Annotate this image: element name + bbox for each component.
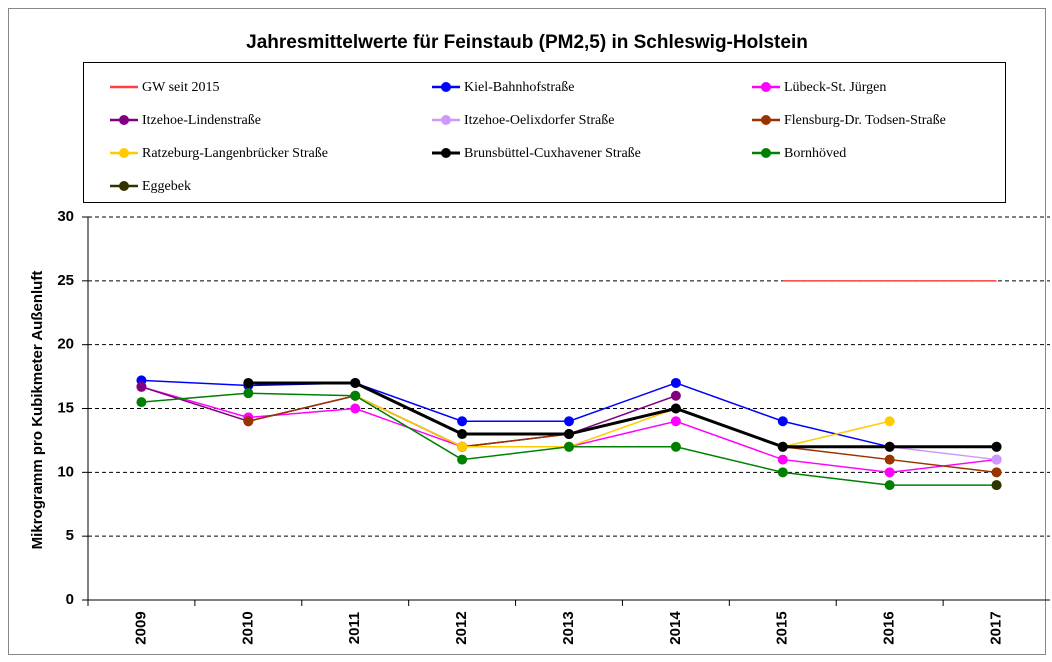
chart-frame xyxy=(8,8,1046,655)
data-point xyxy=(777,441,788,452)
data-point xyxy=(670,390,681,401)
data-point xyxy=(884,441,895,452)
data-point xyxy=(243,388,254,399)
legend-label: Itzehoe-Oelixdorfer Straße xyxy=(464,113,614,128)
legend-label: Ratzeburg-Langenbrücker Straße xyxy=(142,146,328,161)
data-point xyxy=(991,454,1002,465)
legend-label: GW seit 2015 xyxy=(142,80,220,95)
data-point xyxy=(243,416,254,427)
data-point xyxy=(243,377,254,388)
data-point xyxy=(136,397,147,408)
data-point xyxy=(564,416,574,427)
data-point xyxy=(457,441,468,452)
x-tick-label: 2014 xyxy=(667,611,684,645)
legend-label: Lübeck-St. Jürgen xyxy=(784,80,886,95)
legend-frame xyxy=(83,62,1006,203)
data-point xyxy=(991,441,1002,452)
data-point xyxy=(350,377,361,388)
legend-marker xyxy=(441,115,451,125)
data-point xyxy=(777,454,788,465)
y-tick-label: 30 xyxy=(57,208,74,225)
legend-label: Brunsbüttel-Cuxhavener Straße xyxy=(464,146,641,161)
legend-label: Itzehoe-Lindenstraße xyxy=(142,113,261,128)
data-point xyxy=(777,416,788,427)
data-point xyxy=(457,454,468,465)
data-point xyxy=(564,429,574,440)
legend-label: Eggebek xyxy=(142,179,191,194)
data-point xyxy=(457,429,468,440)
y-tick-label: 0 xyxy=(66,591,74,608)
data-point xyxy=(777,467,788,478)
legend-marker xyxy=(761,148,771,158)
x-tick-label: 2012 xyxy=(453,611,470,644)
y-tick-label: 15 xyxy=(57,399,74,416)
data-point xyxy=(136,381,147,392)
data-point xyxy=(670,416,681,427)
y-tick-label: 20 xyxy=(57,336,74,353)
x-tick-label: 2017 xyxy=(988,611,1005,644)
x-tick-label: 2011 xyxy=(346,612,363,645)
data-point xyxy=(350,403,361,414)
legend-marker xyxy=(761,115,771,125)
data-point xyxy=(670,441,681,452)
y-tick-label: 10 xyxy=(57,463,74,480)
data-point xyxy=(350,390,361,401)
data-point xyxy=(670,403,681,414)
x-tick-label: 2013 xyxy=(560,611,577,644)
legend-marker xyxy=(761,82,771,92)
data-point xyxy=(457,416,468,427)
x-tick-label: 2016 xyxy=(881,611,898,644)
legend-label: Kiel-Bahnhofstraße xyxy=(464,80,574,95)
data-point xyxy=(564,441,574,452)
legend-marker xyxy=(441,148,451,158)
chart-title: Jahresmittelwerte für Feinstaub (PM2,5) … xyxy=(246,32,808,53)
data-point xyxy=(670,377,681,388)
y-tick-label: 25 xyxy=(57,272,74,289)
series-line xyxy=(248,381,997,449)
legend-label: Flensburg-Dr. Todsen-Straße xyxy=(784,113,946,128)
data-point xyxy=(991,467,1002,478)
legend-marker xyxy=(441,82,451,92)
data-point xyxy=(884,454,895,465)
data-point xyxy=(884,480,895,491)
data-point xyxy=(884,467,895,478)
x-tick-label: 2009 xyxy=(132,611,149,644)
x-tick-label: 2010 xyxy=(239,611,256,644)
legend-marker xyxy=(119,115,129,125)
data-point xyxy=(991,480,1002,491)
y-axis-label: Mikrogramm pro Kubikmeter Außenluft xyxy=(29,271,46,550)
legend-marker xyxy=(119,181,129,191)
y-tick-label: 5 xyxy=(66,527,74,544)
legend-label: Bornhöved xyxy=(784,146,846,161)
data-point xyxy=(884,416,895,427)
x-tick-label: 2015 xyxy=(774,611,791,644)
legend-marker xyxy=(119,148,129,158)
series-line xyxy=(354,395,890,448)
